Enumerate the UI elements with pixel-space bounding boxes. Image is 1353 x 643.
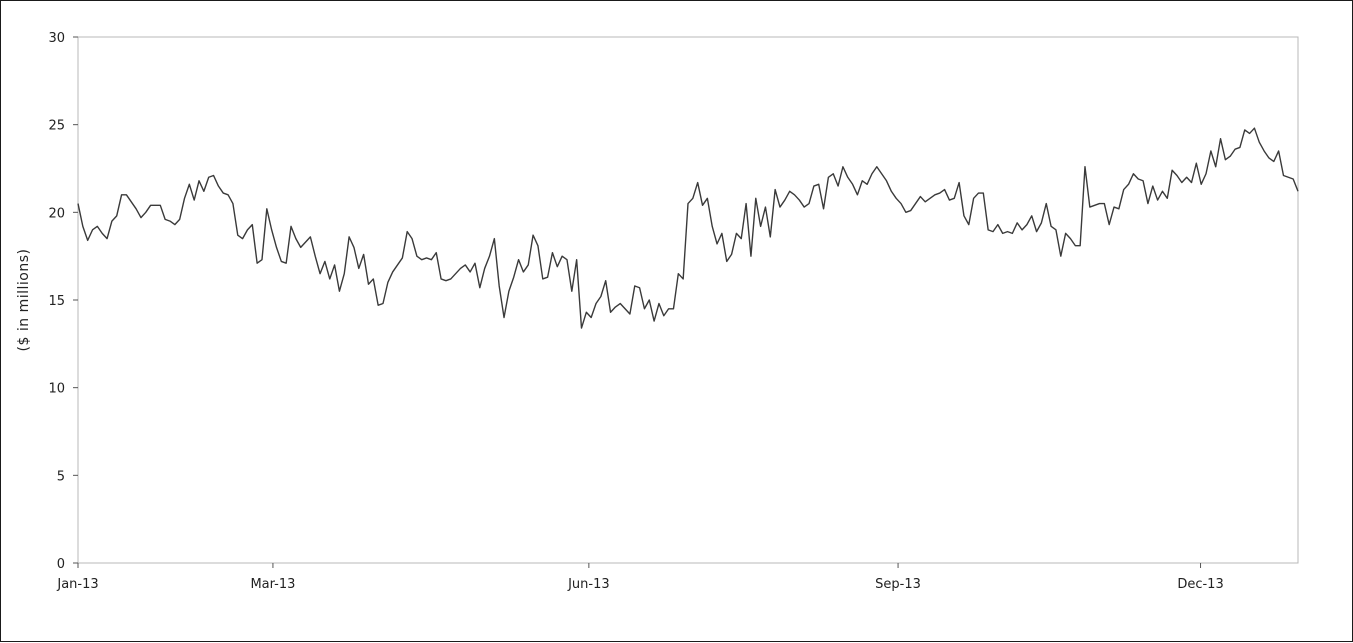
x-tick-label: Sep-13 bbox=[875, 577, 921, 592]
series-layer bbox=[77, 127, 1299, 329]
x-tick-label: Mar-13 bbox=[250, 577, 295, 592]
y-tick-label: 0 bbox=[57, 557, 65, 572]
y-axis: 0 5 10 15 20 25 30 bbox=[48, 31, 78, 572]
x-tick-label: Jun-13 bbox=[567, 577, 610, 592]
y-tick-label: 20 bbox=[48, 206, 65, 221]
y-tick-label: 30 bbox=[48, 31, 65, 46]
y-tick-label: 25 bbox=[48, 119, 65, 134]
x-axis: Jan-13 Mar-13 Jun-13 Sep-13 Dec-13 bbox=[56, 563, 1224, 592]
series-line bbox=[77, 127, 1299, 329]
y-tick-label: 5 bbox=[57, 469, 65, 484]
y-tick-label: 15 bbox=[48, 294, 65, 309]
y-tick-label: 10 bbox=[48, 382, 65, 397]
x-tick-label: Jan-13 bbox=[56, 577, 98, 592]
y-axis-title: ($ in millions) bbox=[16, 249, 32, 352]
plot-area bbox=[77, 36, 1299, 564]
x-tick-label: Dec-13 bbox=[1177, 577, 1223, 592]
